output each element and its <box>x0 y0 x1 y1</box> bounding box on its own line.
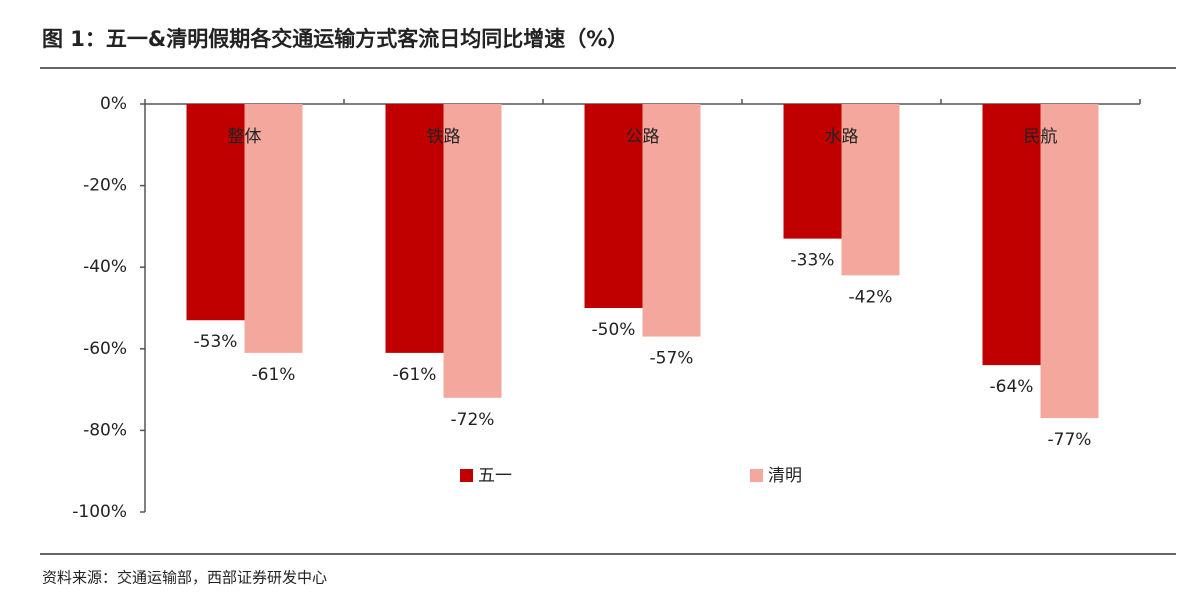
y-tick-label: -20% <box>83 176 127 196</box>
y-tick-label: -40% <box>83 257 127 277</box>
category-label: 民航 <box>1024 127 1058 147</box>
y-tick-label: 0% <box>100 94 127 114</box>
value-label: -64% <box>990 377 1034 397</box>
source: 资料来源：交通运输部，西部证券研发中心 <box>42 569 327 587</box>
value-label: -33% <box>791 251 835 271</box>
bar <box>642 104 701 337</box>
y-tick-label: -60% <box>83 339 127 359</box>
legend-label: 清明 <box>768 466 802 486</box>
bar <box>443 104 502 398</box>
category-label: 公路 <box>626 127 660 147</box>
value-label: -72% <box>451 410 495 430</box>
value-label: -61% <box>393 365 437 385</box>
value-label: -50% <box>592 320 636 340</box>
value-label: -53% <box>194 332 238 352</box>
chart-title: 图 1：五一&清明假期各交通运输方式客流日均同比增速（%） <box>42 27 628 51</box>
bar <box>841 104 900 276</box>
bar <box>783 104 842 239</box>
bar <box>186 104 245 321</box>
category-label: 整体 <box>228 127 262 147</box>
bar <box>982 104 1041 366</box>
value-label: -42% <box>849 287 893 307</box>
y-tick-label: -100% <box>72 502 127 522</box>
legend-swatch <box>750 469 763 482</box>
value-label: -77% <box>1048 430 1092 450</box>
bar <box>244 104 303 353</box>
value-label: -61% <box>252 365 296 385</box>
category-label: 水路 <box>825 127 859 147</box>
bar <box>584 104 643 308</box>
legend-swatch <box>460 469 473 482</box>
category-label: 铁路 <box>427 127 461 147</box>
y-tick-label: -80% <box>83 420 127 440</box>
legend-label: 五一 <box>478 466 512 486</box>
bar <box>385 104 444 353</box>
value-label: -57% <box>650 349 694 369</box>
bar <box>1040 104 1099 419</box>
